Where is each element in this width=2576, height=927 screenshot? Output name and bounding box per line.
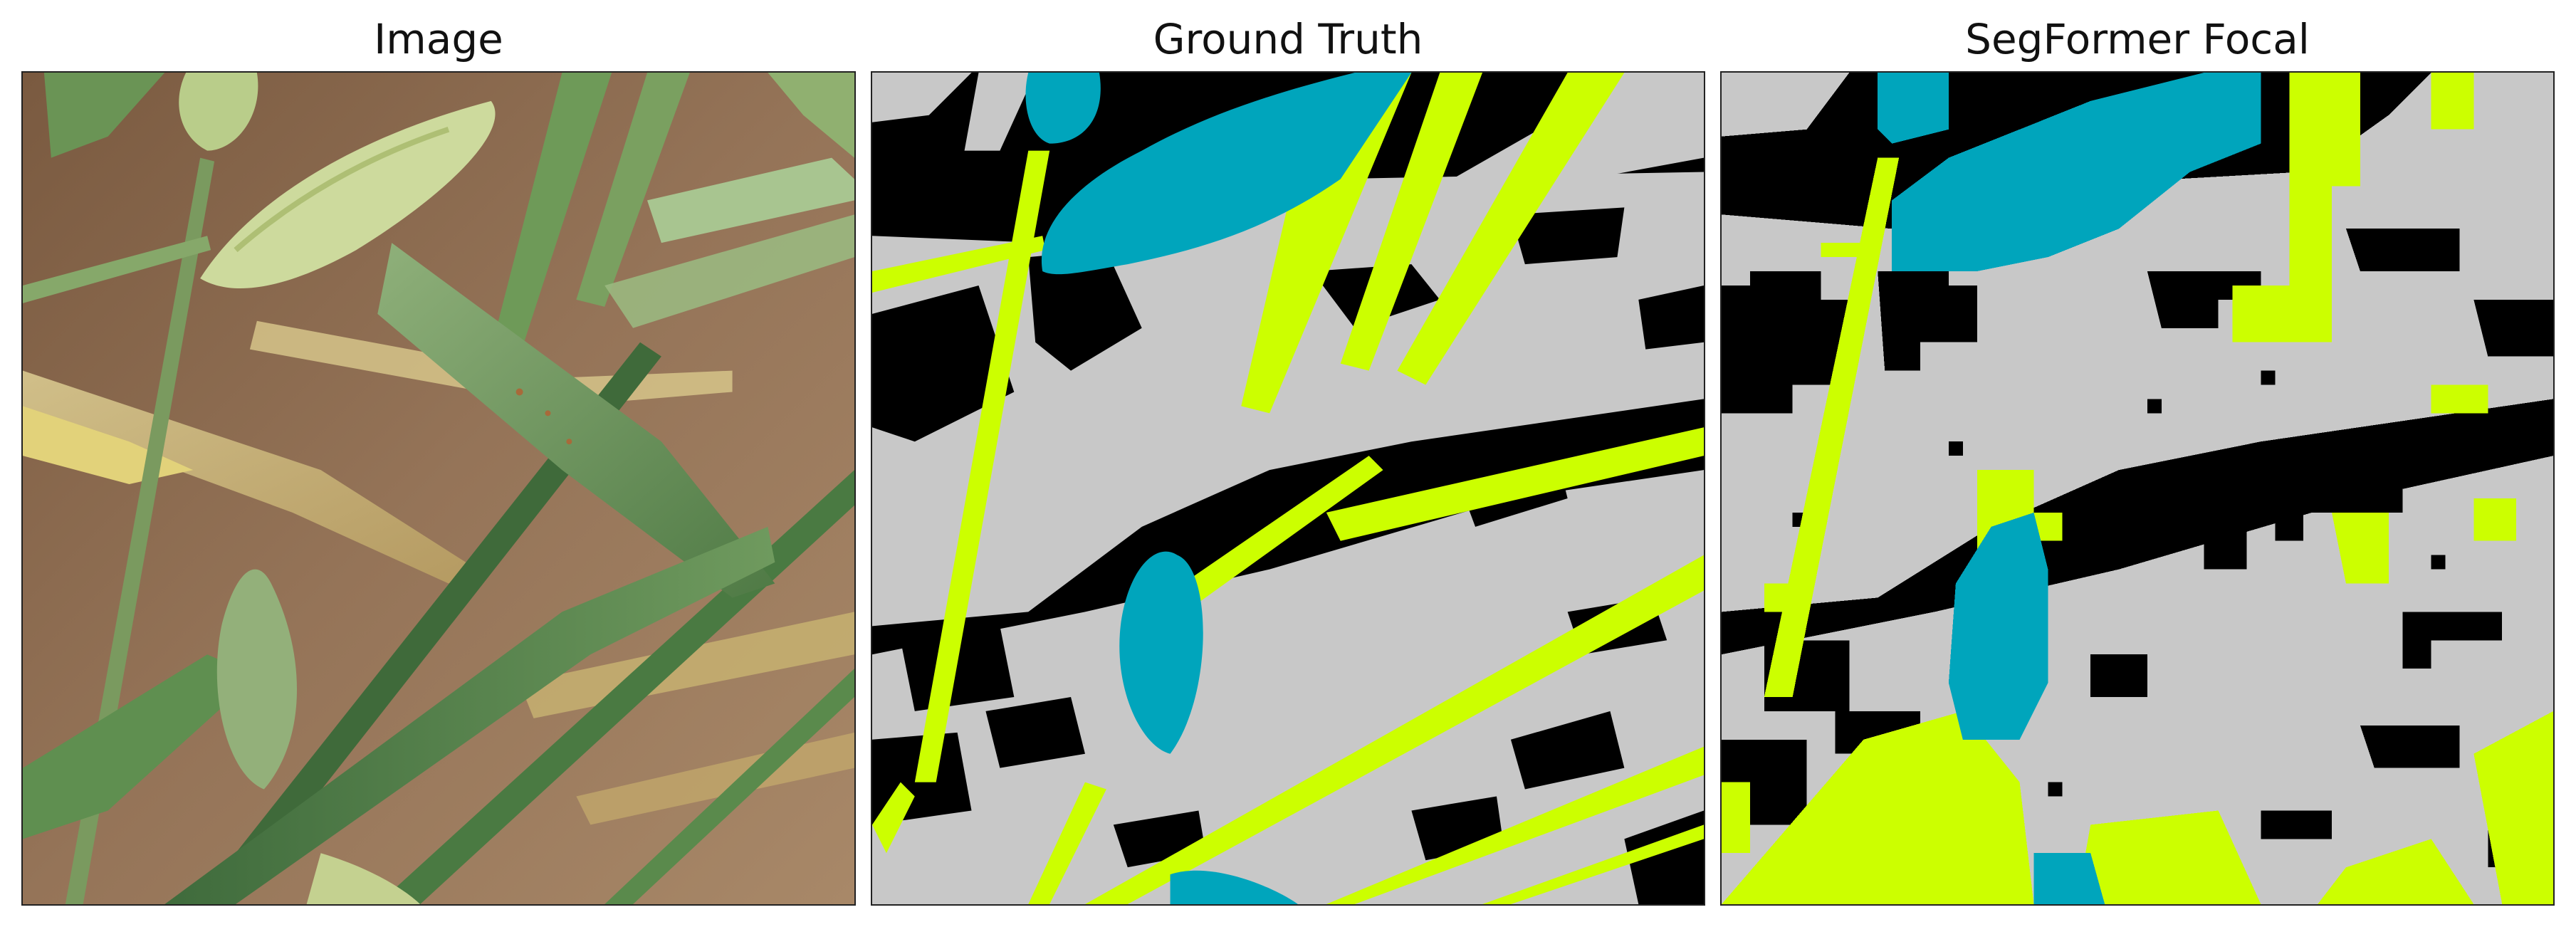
stem-region	[872, 236, 1046, 293]
stem-region	[1141, 456, 1383, 634]
noise-speck	[1749, 157, 1764, 172]
stem-region	[2076, 810, 2261, 904]
panel-title-segformer-focal: SegFormer Focal	[1965, 15, 2310, 63]
stem	[604, 669, 854, 904]
background-hole	[2360, 725, 2460, 768]
stem-region	[1028, 782, 1106, 904]
plant-region	[964, 73, 1036, 151]
leaf-speck	[515, 388, 523, 396]
noise-speck	[2431, 555, 2446, 570]
noise-speck	[2048, 782, 2063, 797]
panel-segformer-focal: SegFormer Focal	[1720, 0, 2555, 927]
stem-region	[914, 150, 1050, 782]
head-region	[1119, 551, 1203, 754]
background-hole	[985, 696, 1085, 768]
stem-region	[1241, 73, 1412, 414]
ground-truth-mask	[872, 73, 1704, 904]
background-hole	[2402, 612, 2503, 669]
field-photo	[23, 73, 854, 904]
ground-truth-frame	[871, 71, 1705, 906]
stem-region	[2332, 512, 2389, 584]
stem-region	[1340, 73, 1483, 371]
panel-ground-truth: Ground Truth	[871, 0, 1705, 927]
background-hole	[2090, 654, 2147, 697]
wheat-head	[306, 853, 421, 904]
background-hole	[2275, 456, 2403, 541]
head-region	[1948, 512, 2048, 740]
stem	[491, 73, 612, 357]
stem-region	[2431, 384, 2488, 414]
stem-region	[2473, 711, 2553, 904]
stem-region	[1722, 711, 2034, 904]
wheat-head	[216, 569, 298, 790]
background-hole	[1510, 207, 1625, 265]
background-hole	[1878, 271, 1977, 371]
noise-speck	[1948, 441, 1963, 456]
stem-region	[2232, 73, 2360, 342]
background-hole	[1638, 285, 1704, 350]
background-hole	[900, 626, 1015, 711]
background-hole	[1722, 271, 1850, 414]
head-region	[2033, 853, 2105, 904]
background-hole	[1028, 250, 1142, 371]
background-hole	[1510, 711, 1625, 790]
photo-frame	[21, 71, 856, 906]
stem-region	[1084, 555, 1704, 904]
stem-region	[1397, 73, 1625, 385]
stem-region	[1764, 583, 1807, 612]
leaf	[23, 654, 257, 839]
panel-title-image: Image	[374, 15, 503, 63]
leaf	[604, 214, 854, 328]
stem	[23, 236, 211, 303]
stem-region	[2473, 498, 2517, 541]
wheat-head	[200, 100, 496, 289]
stem-region	[872, 782, 915, 854]
prediction-frame	[1720, 71, 2555, 906]
wheat-head	[179, 73, 258, 151]
dry-leaf	[23, 370, 477, 584]
noise-speck	[2261, 370, 2276, 385]
head-region	[1878, 73, 1949, 144]
head-region	[1025, 73, 1101, 144]
background-hole	[2345, 229, 2460, 272]
head-region	[1041, 73, 1412, 275]
panel-image: Image	[21, 0, 856, 927]
leaf	[768, 73, 854, 158]
leaf	[164, 526, 775, 904]
dry-leaf	[519, 612, 854, 718]
stem-region	[1326, 427, 1704, 541]
panel-title-ground-truth: Ground Truth	[1153, 15, 1423, 63]
stem-region	[1764, 157, 1900, 697]
stem-region	[1722, 782, 1750, 854]
stem-region	[2431, 73, 2474, 130]
leaf-speck	[545, 410, 551, 417]
plant-region	[872, 73, 972, 122]
stem	[235, 342, 661, 868]
wheat-head	[234, 126, 450, 253]
leaf	[377, 243, 775, 598]
head-region	[1170, 870, 1298, 904]
segformer-prediction-mask	[1722, 73, 2553, 904]
head-region	[1892, 73, 2261, 272]
stem	[65, 157, 215, 904]
background-hole	[2261, 810, 2332, 839]
leaf-speck	[566, 439, 572, 445]
plant-region	[2019, 73, 2553, 258]
leaf	[43, 73, 165, 158]
background-hole	[872, 285, 1015, 442]
stem	[576, 73, 690, 307]
stem-region	[2318, 839, 2474, 904]
noise-speck	[2147, 399, 2162, 414]
plant-region	[1722, 73, 1850, 137]
background-hole	[2473, 299, 2553, 357]
background-hole	[2204, 526, 2247, 570]
leaf	[646, 157, 854, 243]
